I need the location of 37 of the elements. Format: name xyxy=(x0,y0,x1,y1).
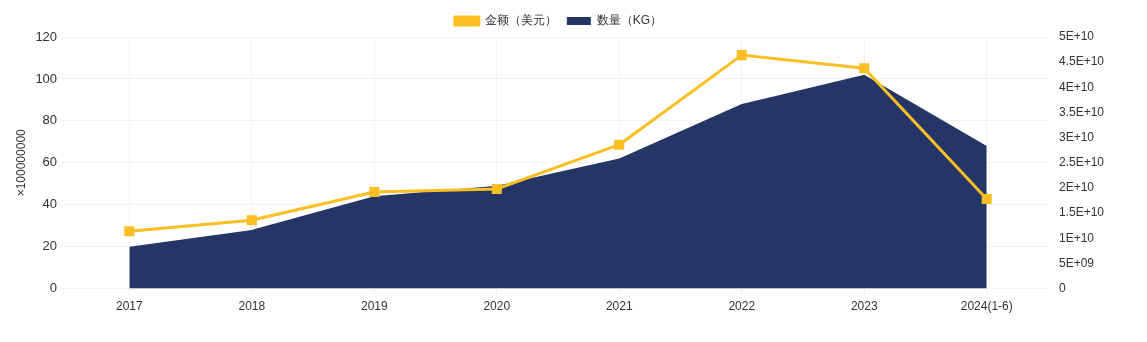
point xyxy=(859,63,870,74)
y-tick-label: 100 xyxy=(35,70,58,86)
y2-tick-label: 1.5E+10 xyxy=(1058,205,1105,220)
legend-label: 数量（KG） xyxy=(596,13,663,28)
point xyxy=(981,194,992,205)
point xyxy=(614,139,625,150)
y2-tick-label: 4.5E+10 xyxy=(1058,54,1105,69)
x-tick-label: 2020 xyxy=(483,299,511,314)
y2-tick-label: 3E+10 xyxy=(1058,129,1095,144)
point xyxy=(246,215,257,226)
y2-tick-label: 4E+10 xyxy=(1058,79,1095,94)
point xyxy=(369,186,380,198)
y2-tick-label: 0 xyxy=(1058,280,1066,295)
x-tick-label: 2022 xyxy=(728,299,756,314)
point xyxy=(124,226,135,237)
x-tick-label: 2021 xyxy=(605,299,633,314)
y2-tick-label: 5E+09 xyxy=(1058,255,1095,270)
y2-tick-label: 2.5E+10 xyxy=(1058,155,1105,170)
y-axis-title: ×100000000 xyxy=(13,128,28,197)
x-tick-label: 2017 xyxy=(115,299,143,314)
point xyxy=(491,183,502,194)
x-tick-label: 2024(1-6) xyxy=(960,299,1013,314)
x-tick-label: 2019 xyxy=(360,299,388,314)
y-tick-label: 20 xyxy=(42,238,58,254)
x-tick-label: 2018 xyxy=(238,299,266,314)
y-tick-label: 60 xyxy=(42,154,58,170)
y-tick-label: 40 xyxy=(42,196,58,212)
point xyxy=(736,50,747,61)
y-tick-label: 0 xyxy=(49,280,58,296)
legend-label: 金额（美元） xyxy=(484,13,557,28)
y-tick-label: 80 xyxy=(42,112,58,128)
y2-tick-label: 1E+10 xyxy=(1058,230,1095,245)
y2-tick-label: 5E+10 xyxy=(1058,29,1095,44)
y2-tick-label: 2E+10 xyxy=(1058,180,1095,195)
x-tick-label: 2023 xyxy=(850,299,878,314)
y-tick-label: 120 xyxy=(35,28,58,44)
y2-tick-label: 3.5E+10 xyxy=(1058,104,1105,119)
